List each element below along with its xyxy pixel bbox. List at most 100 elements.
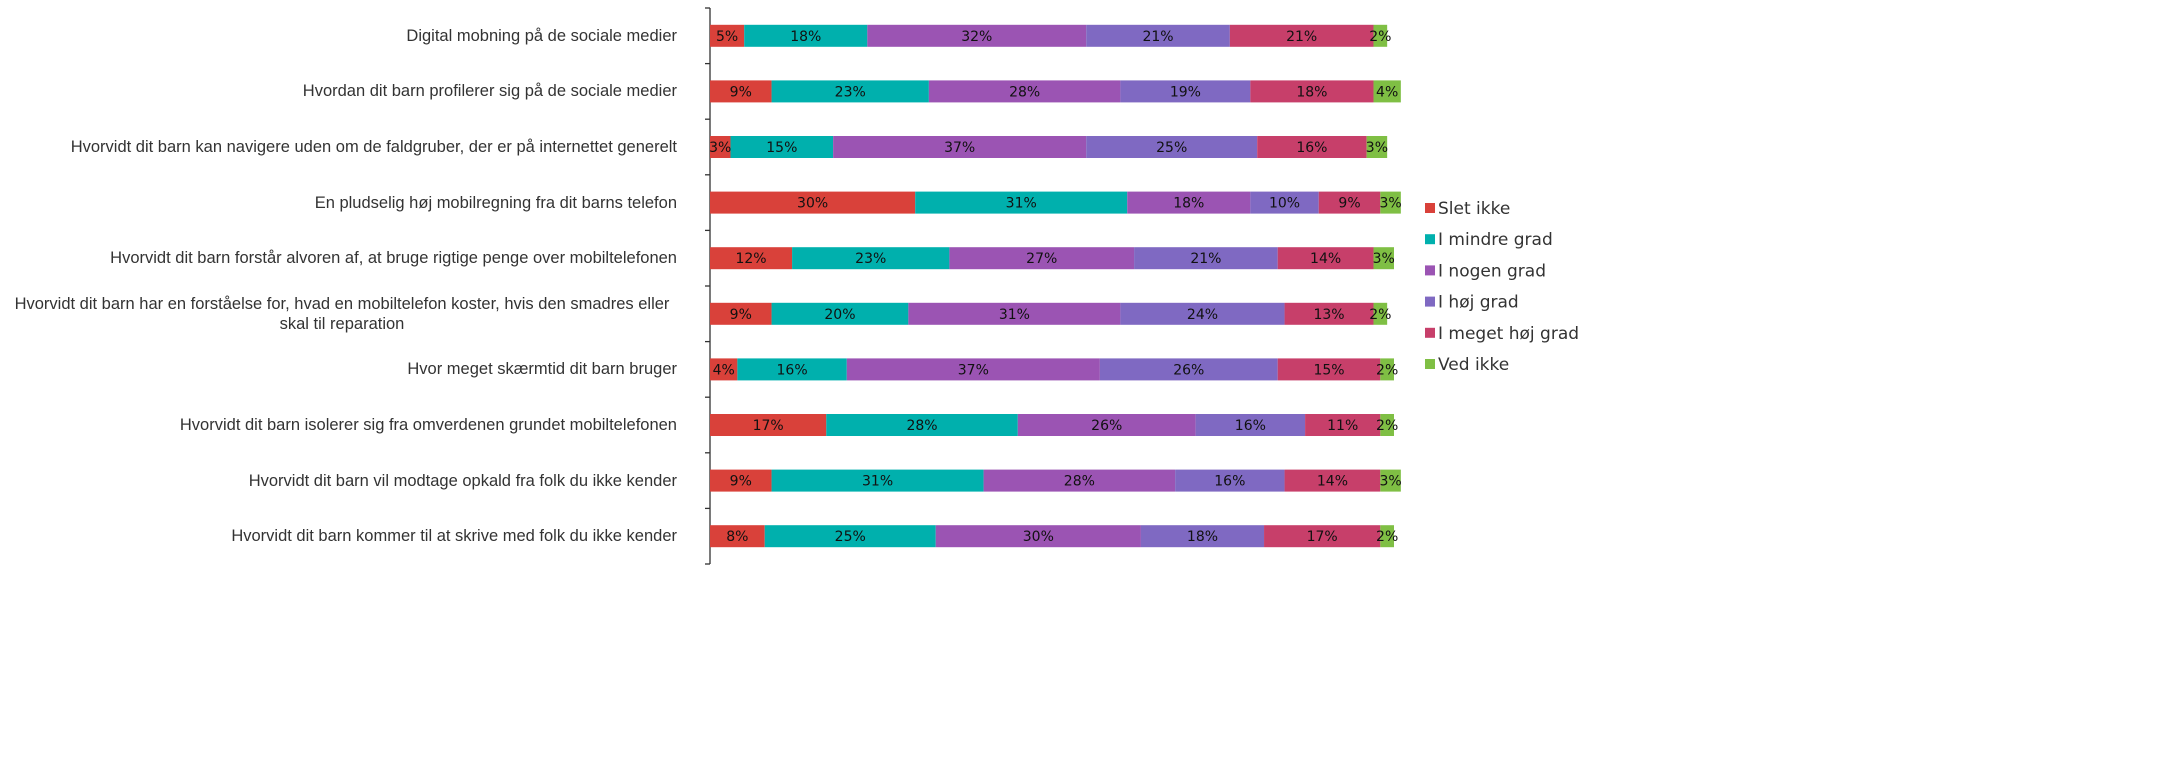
data-label: 2%: [1369, 29, 1391, 45]
data-label: 16%: [1296, 140, 1327, 156]
data-label: 12%: [735, 251, 766, 267]
data-label: 9%: [730, 307, 752, 323]
bar-segment: [1380, 469, 1401, 492]
data-label: 16%: [777, 362, 808, 378]
bar-segment: [1277, 358, 1381, 381]
bar-segment: [1264, 525, 1381, 548]
bar-segment: [710, 525, 765, 548]
bar-segment: [1229, 24, 1374, 47]
data-label: 4%: [1376, 84, 1398, 100]
bar-segment: [1195, 414, 1306, 436]
category-label: Hvorvidt dit barn forstår alvoren af, at…: [7, 233, 677, 283]
data-label: 8%: [726, 529, 748, 545]
data-label: 30%: [797, 196, 828, 212]
bar-segment: [1380, 358, 1394, 381]
legend-swatch: [1425, 234, 1435, 245]
bar-segment: [710, 358, 738, 381]
bar-segment: [1373, 80, 1401, 103]
bar-segment: [771, 302, 909, 325]
bar-segment: [1140, 525, 1265, 548]
data-label: 17%: [1307, 529, 1338, 545]
legend-swatch: [1425, 265, 1435, 276]
bar-segment: [710, 247, 793, 270]
data-label: 37%: [958, 362, 989, 378]
data-label: 21%: [1190, 251, 1221, 267]
data-label: 23%: [835, 84, 866, 100]
bar-segment: [935, 525, 1141, 548]
data-label: 14%: [1310, 251, 1341, 267]
legend-label: I nogen grad: [1438, 261, 1546, 281]
category-label: Hvorvidt dit barn vil modtage opkald fra…: [7, 456, 677, 506]
data-label: 9%: [1338, 196, 1360, 212]
data-label: 5%: [716, 29, 738, 45]
category-text: Hvorvidt dit barn kommer til at skrive m…: [231, 527, 677, 546]
data-label: 18%: [1173, 196, 1204, 212]
category-text: Hvorvidt dit barn forstår alvoren af, at…: [110, 249, 677, 268]
bar-segment: [710, 414, 827, 436]
bar-segment: [1284, 469, 1381, 492]
category-label: Hvorvidt dit barn kan navigere uden om d…: [7, 122, 677, 172]
data-label: 26%: [1173, 362, 1204, 378]
bar-segment: [1277, 247, 1374, 270]
data-label: 30%: [1023, 529, 1054, 545]
bar-segment: [710, 24, 745, 47]
bar-segment: [771, 80, 929, 103]
data-label: 28%: [1009, 84, 1040, 100]
bar-segment: [1257, 136, 1367, 158]
bar-segment: [710, 191, 916, 214]
data-label: 3%: [1366, 140, 1388, 156]
legend-label: I høj grad: [1438, 293, 1519, 313]
data-label: 16%: [1214, 474, 1245, 490]
category-text: Hvorvidt dit barn isolerer sig fra omver…: [179, 416, 677, 434]
data-label: 2%: [1376, 362, 1398, 378]
bar-segment: [1373, 302, 1388, 325]
data-label: 10%: [1269, 196, 1300, 212]
legend-label: I meget høj grad: [1438, 324, 1579, 344]
data-label: 21%: [1142, 29, 1173, 45]
data-label: 31%: [862, 474, 893, 490]
data-label: 14%: [1317, 474, 1348, 490]
bar-segment: [1366, 136, 1388, 158]
category-text: Digital mobning på de sociale medier: [406, 26, 677, 45]
category-text: En pludselig høj mobilregning fra dit ba…: [314, 193, 677, 212]
bar-segment: [792, 247, 950, 270]
bar-segment: [1373, 24, 1388, 47]
category-label: Digital mobning på de sociale medier: [7, 11, 677, 61]
bar-segment: [1318, 191, 1381, 214]
bar-segment: [1099, 358, 1278, 381]
bar-segment: [710, 80, 772, 103]
data-label: 3%: [709, 140, 731, 156]
bar-segment: [1250, 80, 1374, 103]
bar-segment: [737, 358, 847, 381]
data-label: 15%: [766, 140, 797, 156]
bar-segment: [1127, 191, 1251, 214]
data-label: 31%: [1006, 196, 1037, 212]
bar-segment: [1086, 136, 1258, 158]
bar-segment: [1305, 414, 1381, 436]
data-label: 19%: [1170, 84, 1201, 100]
bar-segment: [1086, 24, 1230, 47]
category-label: Hvordan dit barn profilerer sig på de so…: [7, 66, 677, 116]
data-label: 28%: [906, 418, 937, 434]
data-label: 11%: [1327, 418, 1358, 434]
data-label: 18%: [1187, 529, 1218, 545]
category-label: Hvorvidt dit barn isolerer sig fra omver…: [7, 400, 677, 450]
bar-segment: [826, 414, 1018, 436]
data-label: 9%: [730, 474, 752, 490]
bar-segment: [710, 469, 772, 492]
data-label: 25%: [1156, 140, 1187, 156]
data-label: 31%: [999, 307, 1030, 323]
bar-segment: [908, 302, 1121, 325]
bar-segment: [1134, 247, 1278, 270]
data-label: 20%: [824, 307, 855, 323]
category-label: Hvor meget skærmtid dit barn bruger: [7, 344, 677, 394]
legend-swatch: [1425, 359, 1435, 369]
category-label: Hvorvidt dit barn kommer til at skrive m…: [7, 511, 677, 561]
data-label: 16%: [1235, 418, 1266, 434]
bar-segment: [983, 469, 1176, 492]
bar-segment: [1017, 414, 1196, 436]
legend-swatch: [1425, 296, 1435, 307]
data-label: 4%: [713, 362, 735, 378]
bar-segment: [1250, 191, 1319, 214]
